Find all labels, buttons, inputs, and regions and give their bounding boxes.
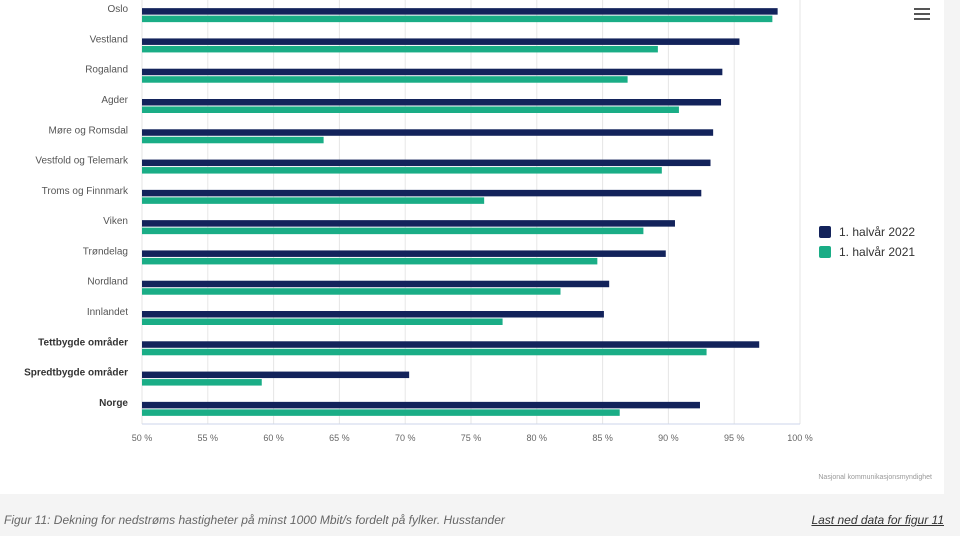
bar-2021 xyxy=(142,136,324,144)
bar-chart: 50 % 55 % 60 % 65 % 70 % 75 % 80 % 85 % 90 % 95 %… xyxy=(24,0,813,443)
bar-2021 xyxy=(142,167,662,174)
x-tick-label: 65 % xyxy=(329,433,350,443)
bar-2022 xyxy=(142,68,723,76)
category-label: Oslo xyxy=(107,4,128,15)
bar-2022 xyxy=(142,189,702,197)
category-label: Tettbygde områder xyxy=(38,336,128,348)
bar-2021 xyxy=(142,45,658,53)
bar-2021 xyxy=(142,76,628,83)
bar-2022 xyxy=(142,159,711,167)
category-label: Rogaland xyxy=(85,65,128,76)
bar-2022 xyxy=(142,220,675,227)
chart-credit: Nasjonal kommunikasjonsmyndighet xyxy=(818,474,932,481)
bar-2022 xyxy=(142,401,700,409)
bar-2021 xyxy=(142,257,598,265)
category-label: Nordland xyxy=(87,277,128,288)
x-tick-label: 100 % xyxy=(787,433,813,443)
legend: 1. halvår 2022 1. halvår 2021 xyxy=(819,222,915,262)
legend-label-2021: 1. halvår 2021 xyxy=(839,245,916,259)
bar-2022 xyxy=(142,250,666,257)
x-tick-label: 50 % xyxy=(132,433,153,443)
category-label: Norge xyxy=(99,398,128,409)
bar-2022 xyxy=(142,280,610,288)
bar-2022 xyxy=(142,311,604,318)
category-label: Trøndelag xyxy=(83,246,128,257)
bar-2021 xyxy=(142,227,644,235)
chart-panel: 50 % 55 % 60 % 65 % 70 % 75 % 80 % 85 % 90 % 95 %… xyxy=(0,0,944,494)
x-tick-label: 90 % xyxy=(658,433,679,443)
category-label: Møre og Romsdal xyxy=(49,125,128,136)
bar-2022 xyxy=(142,341,760,348)
bar-2022 xyxy=(142,129,714,136)
figure-caption: Figur 11: Dekning for nedstrøms hastighe… xyxy=(4,513,505,527)
bar-2021 xyxy=(142,348,707,356)
category-label: Viken xyxy=(103,216,128,227)
bar-2021 xyxy=(142,379,262,386)
bar-2021 xyxy=(142,318,503,325)
download-data-link[interactable]: Last ned data for figur 11 xyxy=(811,513,944,527)
bar-2022 xyxy=(142,371,410,379)
category-label: Spredtbygde områder xyxy=(24,367,128,379)
category-label: Innlandet xyxy=(87,307,128,318)
x-tick-label: 55 % xyxy=(198,433,219,443)
x-tick-label: 70 % xyxy=(395,433,416,443)
bar-2022 xyxy=(142,99,722,106)
legend-item-2022[interactable]: 1. halvår 2022 xyxy=(819,222,915,242)
bar-2021 xyxy=(142,288,561,295)
legend-label-2022: 1. halvår 2022 xyxy=(839,225,916,239)
x-tick-label: 60 % xyxy=(263,433,284,443)
bar-2022 xyxy=(142,8,778,15)
x-tick-label: 75 % xyxy=(461,433,482,443)
category-label: Vestfold og Telemark xyxy=(35,156,129,167)
x-tick-label: 85 % xyxy=(592,433,613,443)
category-label: Vestland xyxy=(90,34,128,45)
x-tick-label: 95 % xyxy=(724,433,745,443)
hamburger-menu-icon[interactable] xyxy=(912,6,932,22)
legend-item-2021[interactable]: 1. halvår 2021 xyxy=(819,242,915,262)
bar-2021 xyxy=(142,197,485,204)
bar-2021 xyxy=(142,106,679,113)
bar-2021 xyxy=(142,409,620,416)
bar-2022 xyxy=(142,38,740,45)
legend-swatch-2021 xyxy=(819,246,831,258)
legend-swatch-2022 xyxy=(819,226,831,238)
category-label: Agder xyxy=(101,95,128,106)
bar-2021 xyxy=(142,15,773,23)
x-tick-label: 80 % xyxy=(527,433,548,443)
category-label: Troms og Finnmark xyxy=(42,186,129,197)
